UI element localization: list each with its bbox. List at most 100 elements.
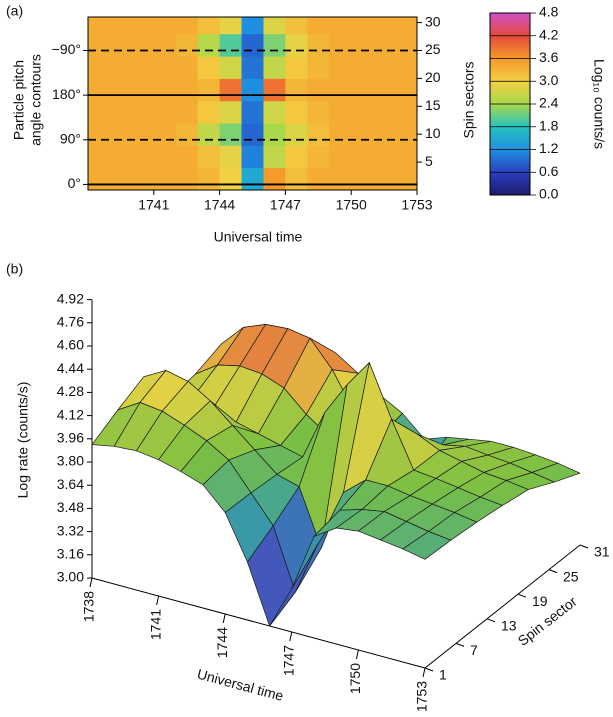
- heatmap-cell: [110, 101, 132, 124]
- heatmap-cell: [198, 56, 220, 79]
- y2-tick-label: 10: [425, 125, 441, 141]
- heatmap-cell: [285, 101, 307, 124]
- z-tick-label: 3.80: [57, 453, 84, 469]
- heatmap-cell: [395, 34, 417, 57]
- y-tick-label: 13: [501, 618, 517, 634]
- z-tick-label: 4.92: [57, 290, 84, 306]
- heatmap-cell: [88, 123, 110, 146]
- heatmap-cell: [88, 17, 110, 34]
- heatmap-cell: [154, 168, 176, 191]
- heatmap-cell: [329, 34, 351, 57]
- heatmap-cell: [285, 168, 307, 191]
- heatmap-cell: [263, 145, 285, 168]
- heatmap-cell: [307, 123, 329, 146]
- x-tick-label: 1753: [414, 681, 430, 712]
- heatmap-cell: [395, 168, 417, 191]
- heatmap-cell: [351, 168, 373, 191]
- y2-tick-label: 15: [425, 97, 441, 113]
- colorbar-segment: [490, 127, 530, 150]
- panel-label: (a): [6, 3, 23, 19]
- y-tick-label: −90°: [52, 41, 81, 57]
- y-tick: [456, 643, 464, 646]
- x-tick: [157, 596, 159, 605]
- heatmap-cell: [263, 56, 285, 79]
- heatmap-cell: [242, 56, 264, 79]
- heatmap-cell: [132, 17, 154, 34]
- colorbar-label: Log₁₀ counts/s: [591, 59, 607, 149]
- heatmap-cell: [154, 17, 176, 34]
- heatmap-cell: [307, 78, 329, 101]
- z-tick-label: 3.16: [57, 546, 84, 562]
- heatmap-cell: [110, 123, 132, 146]
- z-tick-label: 4.60: [57, 337, 84, 353]
- z-tick-label: 3.64: [57, 476, 84, 492]
- heatmap-cell: [395, 101, 417, 124]
- heatmap-cell: [329, 123, 351, 146]
- heatmap-cell: [242, 145, 264, 168]
- x-tick-label: 1750: [336, 197, 367, 213]
- heatmap-cell: [285, 78, 307, 101]
- heatmap-cell: [307, 168, 329, 191]
- heatmap-cell: [285, 34, 307, 57]
- heatmap-cell: [154, 56, 176, 79]
- heatmap-cell: [220, 78, 242, 101]
- y-tick: [518, 594, 526, 597]
- heatmap-cell: [373, 145, 395, 168]
- heatmap-cell: [198, 17, 220, 34]
- heatmap-cell: [176, 17, 198, 34]
- z-tick-label: 4.12: [57, 406, 84, 422]
- x-tick-label: 1741: [147, 609, 163, 640]
- x-tick-label: 1744: [204, 197, 235, 213]
- heatmap-cell: [307, 34, 329, 57]
- colorbar-segment: [490, 150, 530, 173]
- x-axis-label: Universal time: [214, 229, 303, 245]
- z-tick-label: 3.00: [57, 569, 84, 585]
- x-tick-label: 1738: [81, 591, 97, 622]
- z-tick-label: 4.76: [57, 314, 84, 330]
- heatmap-cell: [285, 17, 307, 34]
- heatmap-cell: [110, 145, 132, 168]
- y-axis-label: Particle pitch: [11, 60, 27, 140]
- colorbar-tick-label: 0.0: [539, 186, 559, 202]
- heatmap-cell: [154, 78, 176, 101]
- heatmap-cell: [88, 34, 110, 57]
- heatmap-cell: [373, 34, 395, 57]
- heatmap-cell: [220, 101, 242, 124]
- heatmap-cell: [395, 145, 417, 168]
- heatmap-cell: [329, 145, 351, 168]
- heatmap-cell: [263, 168, 285, 191]
- heatmap-cell: [110, 17, 132, 34]
- x-tick-label: 1747: [281, 645, 297, 676]
- heatmap-cell: [154, 145, 176, 168]
- heatmap-cell: [176, 78, 198, 101]
- heatmap-cell: [198, 123, 220, 146]
- heatmap-cell: [373, 168, 395, 191]
- heatmap-cell: [176, 145, 198, 168]
- y-tick: [580, 545, 588, 548]
- heatmap-cell: [242, 168, 264, 191]
- heatmap-cell: [329, 78, 351, 101]
- heatmap-cell: [329, 17, 351, 34]
- x-tick: [423, 668, 425, 677]
- heatmap-cell: [88, 101, 110, 124]
- z-tick-label: 3.48: [57, 499, 84, 515]
- heatmap-cell: [285, 145, 307, 168]
- heatmap-cell: [329, 168, 351, 191]
- colorbar-segment: [490, 104, 530, 127]
- heatmap-cell: [351, 78, 373, 101]
- heatmap-cell: [351, 145, 373, 168]
- heatmap-cell: [88, 145, 110, 168]
- y-tick: [549, 570, 557, 573]
- heatmap-cell: [263, 101, 285, 124]
- y2-axis-label: Spin sectors: [461, 61, 477, 138]
- heatmap-cell: [307, 101, 329, 124]
- heatmap-cell: [132, 168, 154, 191]
- heatmap-cell: [154, 123, 176, 146]
- heatmap-cell: [154, 34, 176, 57]
- x-tick-label: 1753: [401, 197, 432, 213]
- heatmap-cell: [88, 78, 110, 101]
- x-tick-label: 1747: [270, 197, 301, 213]
- colorbar-segment: [490, 172, 530, 195]
- z-axis-label: Log rate (counts/s): [15, 382, 31, 499]
- heatmap-cell: [132, 56, 154, 79]
